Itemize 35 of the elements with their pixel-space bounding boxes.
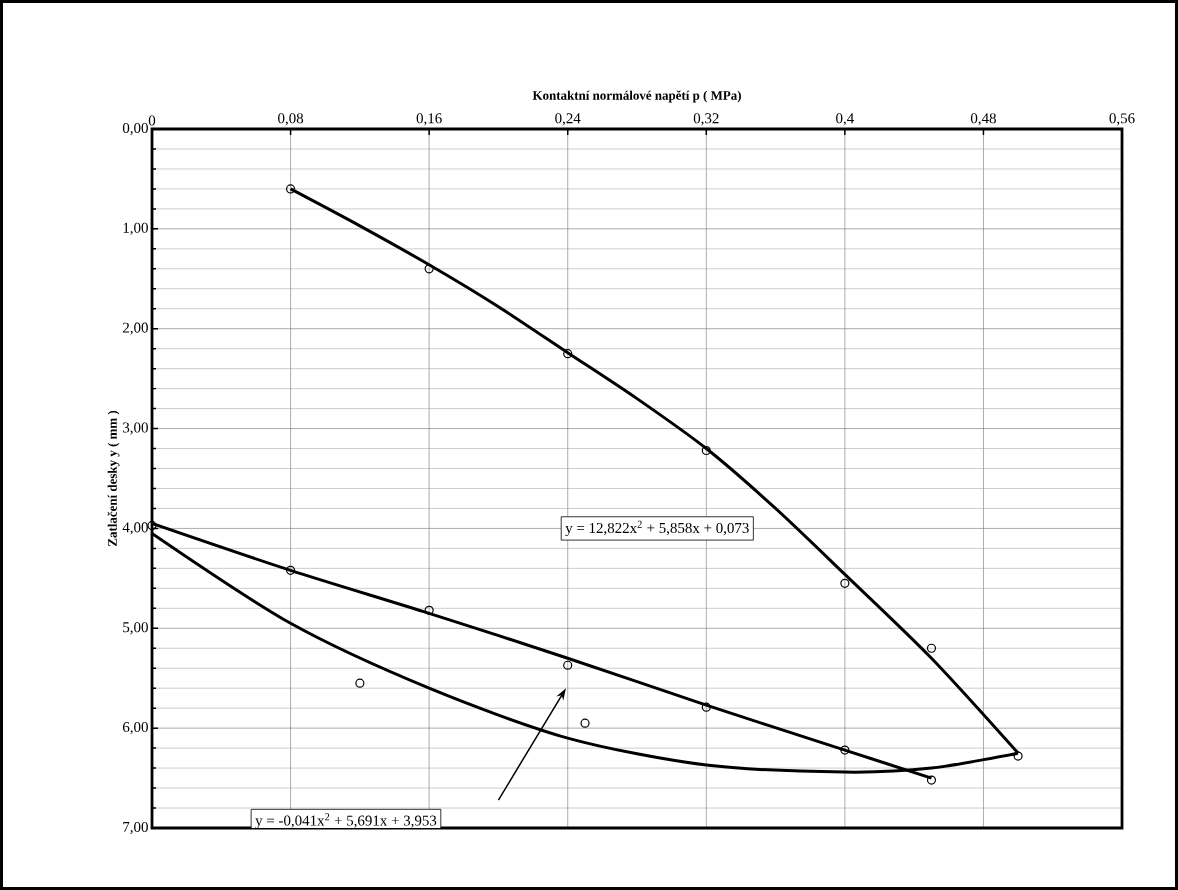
x-tick-label: 0,4 [836,113,854,126]
point [701,445,711,456]
point [701,702,711,712]
x-tick-label: 0,16 [416,113,442,126]
y-tick-label: 1,00 [123,222,148,235]
point [355,678,365,688]
y-tick-label: 2,00 [122,322,148,335]
point [147,520,157,531]
point [563,660,573,670]
point [840,745,850,755]
point [286,184,296,194]
x-tick-label: 0,56 [1109,113,1135,126]
x-tick-label: 0,24 [555,113,581,126]
x-tick-label: 0 [148,115,156,126]
y-tick-label: 3,00 [123,422,148,435]
y-tick-label: 4,00 [122,522,148,535]
point [563,349,573,359]
point [424,264,434,274]
x-axis-title: Kontaktní normálové napětí p ( MPa) [532,90,741,103]
point [926,643,937,653]
x-tick-label: 0,48 [970,113,996,126]
y-tick-label: 5,00 [123,622,148,635]
point [926,775,937,785]
point [840,578,850,588]
point [424,605,434,615]
point [580,718,590,728]
point [1013,751,1023,761]
point [286,565,296,575]
y-tick-label: 7,00 [123,821,148,835]
x-tick-label: 0,32 [693,113,719,126]
x-tick-label: 0,08 [278,113,304,126]
y-axis-title: Zatlačení desky y ( mm ) [107,410,120,547]
annotation: y = 12,822x$^{2}$ + 5,858x + 0,073 [565,520,749,537]
y-tick-label: 0,00 [122,122,148,136]
y-tick-label: 6,00 [122,722,148,735]
